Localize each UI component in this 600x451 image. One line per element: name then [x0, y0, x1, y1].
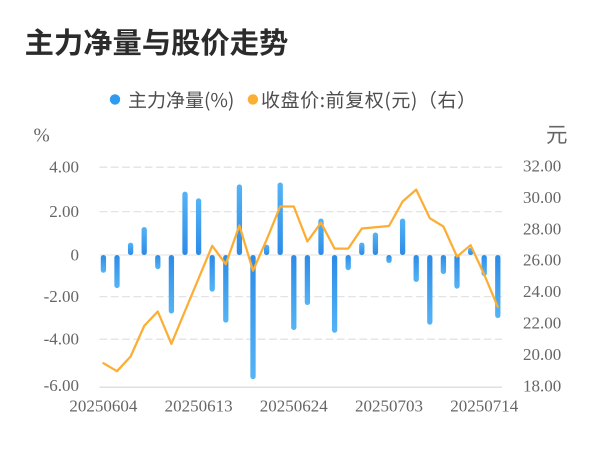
svg-text:24.00: 24.00 [523, 282, 561, 301]
svg-text:20.00: 20.00 [523, 345, 561, 364]
svg-text:22.00: 22.00 [523, 314, 561, 333]
svg-text:-6.00: -6.00 [44, 376, 79, 395]
svg-text:-2.00: -2.00 [44, 287, 79, 306]
svg-text:20250714: 20250714 [450, 397, 519, 416]
svg-text:%: % [34, 125, 50, 146]
svg-text:28.00: 28.00 [523, 219, 561, 238]
svg-text:20250613: 20250613 [165, 397, 233, 416]
svg-text:4.00: 4.00 [49, 158, 79, 177]
svg-text:20250703: 20250703 [355, 397, 423, 416]
svg-text:18.00: 18.00 [523, 376, 561, 395]
svg-text:20250624: 20250624 [260, 397, 329, 416]
svg-text:2.00: 2.00 [49, 202, 79, 221]
svg-text:-4.00: -4.00 [44, 330, 79, 349]
svg-text:30.00: 30.00 [523, 188, 561, 207]
svg-text:20250604: 20250604 [69, 397, 138, 416]
svg-text:0: 0 [71, 246, 80, 265]
svg-text:26.00: 26.00 [523, 251, 561, 270]
svg-text:32.00: 32.00 [523, 157, 561, 176]
